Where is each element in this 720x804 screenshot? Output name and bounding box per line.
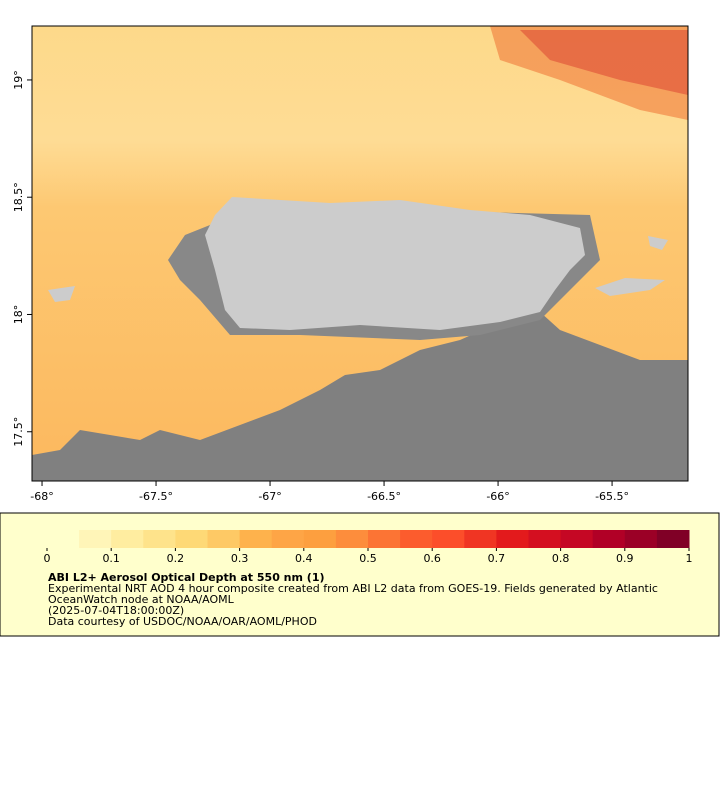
colorbar-swatch (560, 530, 594, 548)
colorbar-swatch (111, 530, 144, 548)
aod-high-area (520, 30, 688, 95)
x-tick-label: -67.5° (139, 490, 173, 503)
colorbar-swatch (400, 530, 433, 548)
land (48, 286, 75, 302)
x-tick-label: -66° (486, 490, 509, 503)
map-frame (31, 25, 689, 482)
colorbar-tick-label: 0.6 (423, 552, 441, 565)
colorbar-swatch (175, 530, 208, 548)
y-tick-label: 17.5° (12, 417, 25, 447)
legend-title: ABI L2+ Aerosol Optical Depth at 550 nm … (48, 571, 325, 584)
caption-line: (2025-07-04T18:00:00Z) (48, 604, 184, 617)
colorbar-tick-label: 0.8 (552, 552, 570, 565)
x-tick-label: -66.5° (367, 490, 401, 503)
land (595, 278, 665, 296)
colorbar-tick-label: 1 (686, 552, 693, 565)
colorbar-swatch (143, 530, 176, 548)
y-tick-label: 18° (12, 305, 25, 325)
colorbar-swatch (368, 530, 401, 548)
colorbar-swatch (656, 530, 690, 548)
colorbar-swatch (496, 530, 529, 548)
colorbar-swatch (271, 530, 305, 548)
colorbar-tick-label: 0.9 (616, 552, 634, 565)
caption-line: Experimental NRT AOD 4 hour composite cr… (48, 582, 658, 595)
colorbar-swatch (528, 530, 562, 548)
colorbar-tick-label: 0.7 (488, 552, 506, 565)
no-data-area (32, 312, 688, 481)
colorbar-swatch (464, 530, 497, 548)
x-tick-label: -68° (30, 490, 53, 503)
aod-high-area (490, 26, 688, 120)
x-tick-label: -65.5° (595, 490, 629, 503)
colorbar-swatch (335, 530, 369, 548)
colorbar-swatch (207, 530, 241, 548)
y-tick-label: 19° (12, 70, 25, 90)
land (205, 197, 585, 330)
colorbar-swatch (624, 530, 658, 548)
x-tick-label: -67° (258, 490, 281, 503)
colorbar-tick-label: 0.2 (167, 552, 185, 565)
colorbar-tick-label: 0.5 (359, 552, 377, 565)
caption-line: OceanWatch node at NOAA/AOML (48, 593, 235, 606)
colorbar-swatch (79, 530, 112, 548)
map (31, 25, 689, 482)
land (648, 236, 668, 250)
colorbar-tick-label: 0 (44, 552, 51, 565)
caption-line: Data courtesy of USDOC/NOAA/OAR/AOML/PHO… (48, 615, 317, 628)
colorbar-tick-label: 0.4 (295, 552, 313, 565)
colorbar-tick-label: 0.3 (231, 552, 249, 565)
colorbar-swatch (432, 530, 465, 548)
colorbar-tick-label: 0.1 (102, 552, 120, 565)
colorbar-swatch (239, 530, 273, 548)
colorbar-swatch (47, 530, 80, 548)
colorbar-swatch (592, 530, 626, 548)
colorbar-swatch (303, 530, 337, 548)
y-tick-label: 18.5° (12, 182, 25, 212)
